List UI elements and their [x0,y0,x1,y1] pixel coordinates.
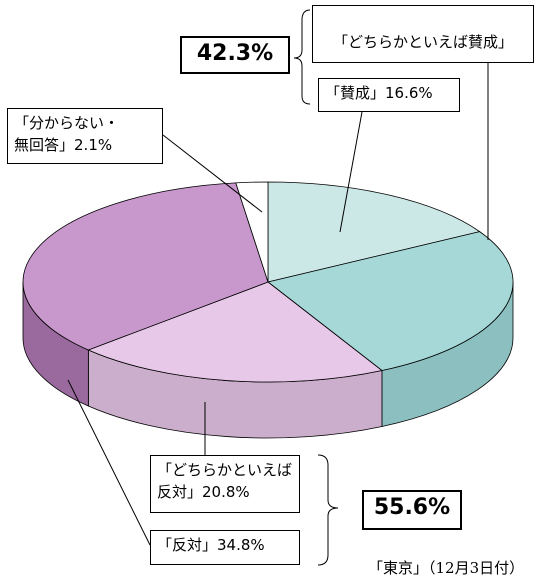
total-annotation: 42.3% [180,36,290,74]
leader-lines [67,9,489,566]
leader-line [67,379,151,546]
label-box: 「分からない・ 無回答」2.1% [7,108,163,164]
label-box: 「どちらかといえば賛成」 25.7% [312,5,534,95]
leader-line [162,134,263,213]
label-box: 「反対」34.8% [150,530,300,565]
bracket [293,9,311,105]
slice [267,181,481,283]
category-label: 「反対」 [157,536,218,554]
value-label: 20.8% [202,483,250,501]
category-label: 「どちらかといえば賛成」 [332,33,513,51]
value-label: 34.8% [217,536,265,554]
source-note: 「東京」（12月3日付） [368,559,525,577]
value-label: 2.1% [74,136,113,154]
category-label: 「分からない・ 無回答」 [14,114,120,154]
value-label: 16.6% [385,84,433,102]
total-annotation: 55.6% [362,490,462,530]
category-label: 「どちらかといえば 反対」 [157,461,293,501]
leader-line [339,111,363,233]
slice [235,181,269,283]
slice [87,281,383,383]
category-label: 「賛成」 [325,84,386,102]
label-box: 「賛成」16.6% [318,78,460,112]
label-box: 「どちらかといえば 反対」20.8% [150,455,300,513]
slice [267,231,514,371]
slice [22,182,269,351]
bracket [317,454,339,566]
